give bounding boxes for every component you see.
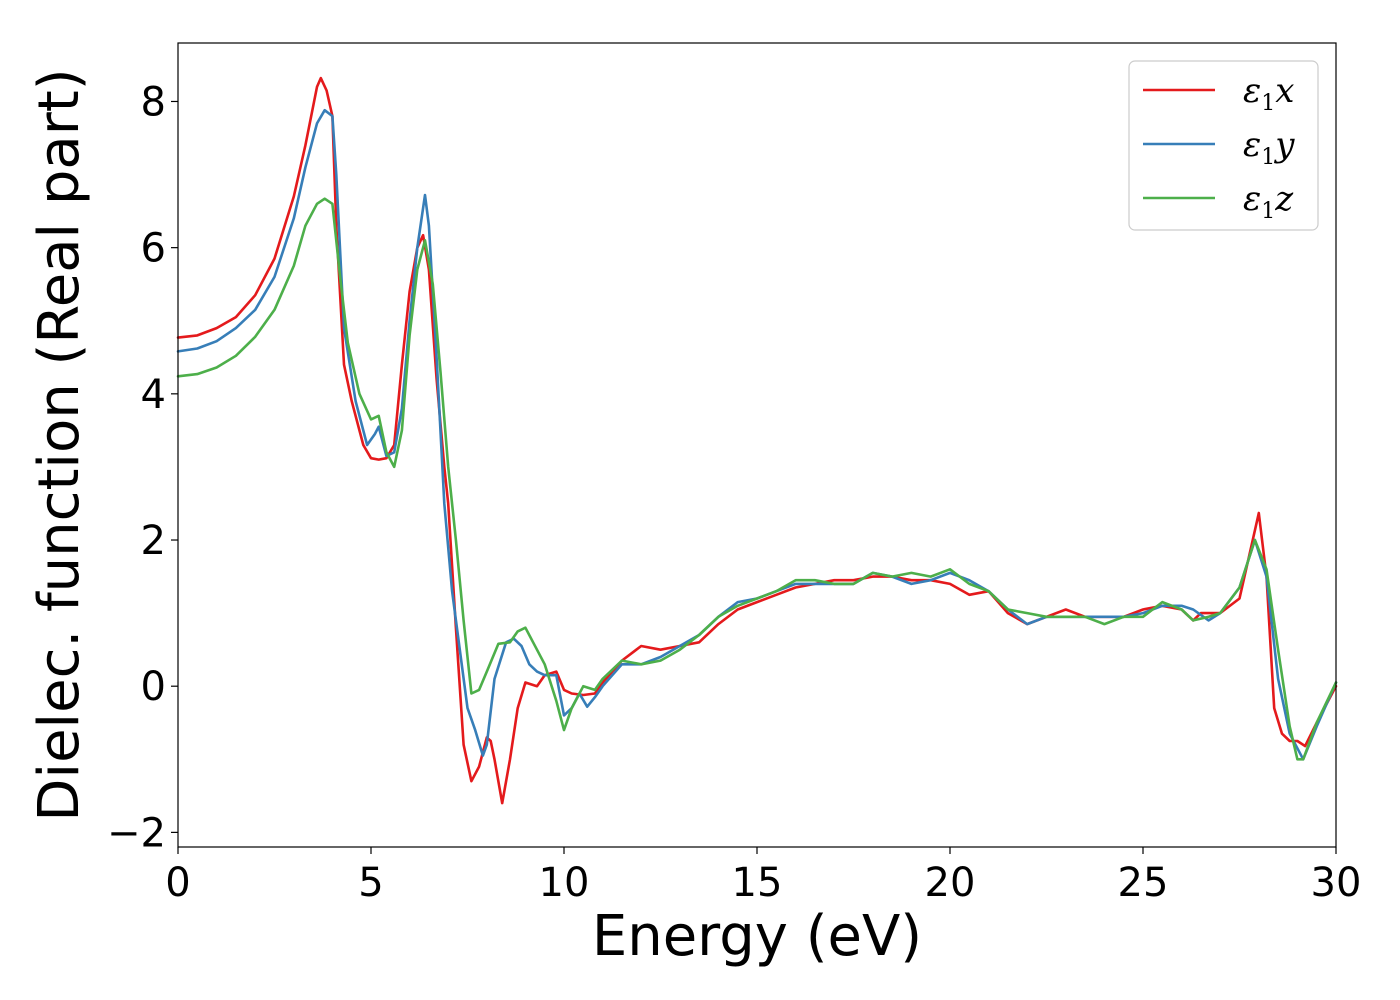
y-tick-label: −2 <box>107 810 166 856</box>
x-tick-label: 15 <box>732 860 783 906</box>
x-tick-label: 0 <box>165 860 190 906</box>
x-tick-label: 20 <box>925 860 976 906</box>
x-axis: 0 5 10 15 20 25 30 <box>165 847 1361 906</box>
y-axis-title: Dielec. function (Real part) <box>27 68 92 821</box>
legend-box <box>1128 60 1319 231</box>
x-axis-title: Energy (eV) <box>592 904 922 969</box>
x-tick-label: 10 <box>539 860 590 906</box>
series-line-z <box>176 197 1338 761</box>
y-tick-label: 4 <box>141 372 166 418</box>
y-axis: −2 0 2 4 6 8 <box>107 79 178 856</box>
legend-label-x: ε1x <box>1243 71 1294 116</box>
y-tick-label: 0 <box>141 664 166 710</box>
legend: ε1x ε1y ε1z <box>1128 60 1319 231</box>
x-tick-label: 30 <box>1311 860 1362 906</box>
x-tick-label: 25 <box>1118 860 1169 906</box>
y-tick-label: 8 <box>141 79 166 125</box>
legend-label-z: ε1z <box>1243 179 1294 224</box>
y-tick-label: 2 <box>141 518 166 564</box>
series-lines <box>176 76 1338 805</box>
series-line-y <box>176 108 1338 761</box>
x-tick-label: 5 <box>358 860 383 906</box>
legend-label-y: ε1y <box>1243 125 1295 170</box>
y-tick-label: 6 <box>141 226 166 272</box>
